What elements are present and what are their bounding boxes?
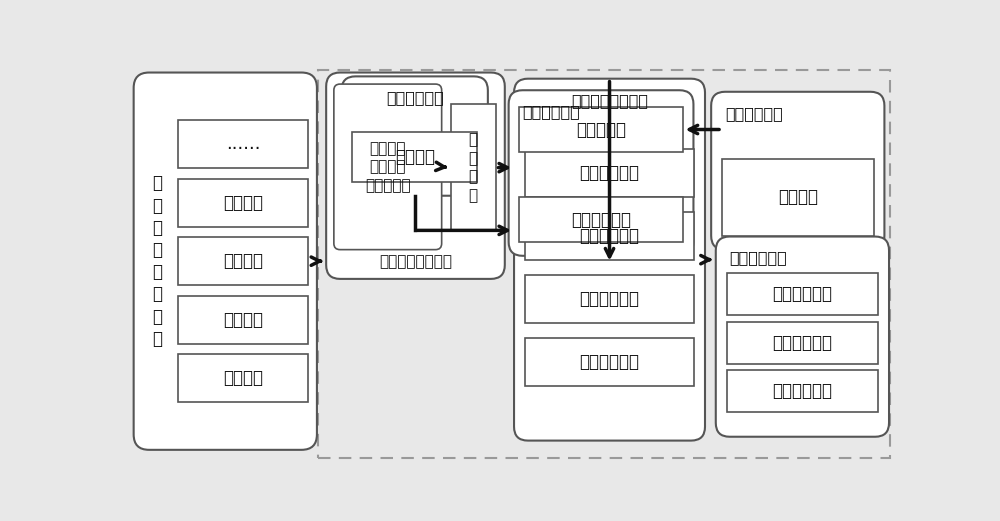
Bar bbox=[352, 132, 477, 182]
Bar bbox=[519, 107, 683, 152]
FancyBboxPatch shape bbox=[509, 90, 693, 256]
Bar bbox=[178, 179, 308, 227]
Text: 数据存储模块: 数据存储模块 bbox=[523, 104, 580, 119]
Bar bbox=[178, 296, 308, 343]
Text: 数据查询模块: 数据查询模块 bbox=[725, 106, 783, 121]
Text: 多通道功
率传感器
（可扩展）: 多通道功 率传感器 （可扩展） bbox=[365, 141, 411, 193]
Bar bbox=[178, 120, 308, 168]
Text: ......: ...... bbox=[226, 135, 260, 153]
Text: 数
控
机
床
多
能
量
源: 数 控 机 床 多 能 量 源 bbox=[152, 175, 162, 348]
FancyBboxPatch shape bbox=[342, 77, 488, 196]
Bar bbox=[525, 149, 694, 196]
Text: 参数设置: 参数设置 bbox=[395, 148, 435, 166]
Text: 冷却电机: 冷却电机 bbox=[223, 252, 263, 270]
FancyBboxPatch shape bbox=[514, 79, 705, 441]
Bar bbox=[525, 275, 694, 323]
FancyBboxPatch shape bbox=[334, 84, 442, 250]
Bar bbox=[727, 273, 878, 315]
Text: 输出显示模块: 输出显示模块 bbox=[730, 251, 787, 266]
Bar bbox=[178, 237, 308, 285]
Text: 数据库储存: 数据库储存 bbox=[576, 120, 626, 139]
Text: 数据分析处理模块: 数据分析处理模块 bbox=[571, 93, 648, 108]
FancyBboxPatch shape bbox=[711, 92, 884, 250]
Bar bbox=[525, 212, 694, 259]
Text: 系统配置模块: 系统配置模块 bbox=[386, 91, 444, 105]
Bar bbox=[451, 104, 496, 231]
Text: 实时数据记录: 实时数据记录 bbox=[571, 210, 631, 229]
Text: 能效指标分析: 能效指标分析 bbox=[580, 353, 640, 371]
Text: 主轴电机: 主轴电机 bbox=[223, 369, 263, 387]
FancyBboxPatch shape bbox=[716, 237, 889, 437]
Bar bbox=[727, 321, 878, 364]
Text: 机床运行信息: 机床运行信息 bbox=[772, 334, 832, 352]
Bar bbox=[178, 354, 308, 402]
Text: 数据采集硬件模块: 数据采集硬件模块 bbox=[379, 254, 452, 269]
Text: 历史查询: 历史查询 bbox=[778, 188, 818, 206]
Bar bbox=[519, 197, 683, 242]
Text: 转
换
接
口: 转 换 接 口 bbox=[469, 132, 478, 203]
Text: 机床能耗指标: 机床能耗指标 bbox=[772, 286, 832, 303]
FancyBboxPatch shape bbox=[326, 72, 505, 279]
Text: 实时功率波形: 实时功率波形 bbox=[772, 382, 832, 400]
FancyBboxPatch shape bbox=[134, 72, 317, 450]
Bar bbox=[318, 70, 890, 457]
Text: 进给电机: 进给电机 bbox=[223, 311, 263, 329]
Bar bbox=[722, 159, 874, 236]
Text: 功率信息采集: 功率信息采集 bbox=[580, 164, 640, 182]
Text: 数据报文解析: 数据报文解析 bbox=[580, 227, 640, 245]
Text: 多源数据处理: 多源数据处理 bbox=[580, 290, 640, 308]
Bar bbox=[525, 338, 694, 386]
Text: 润滑电机: 润滑电机 bbox=[223, 194, 263, 212]
Bar bbox=[727, 370, 878, 413]
